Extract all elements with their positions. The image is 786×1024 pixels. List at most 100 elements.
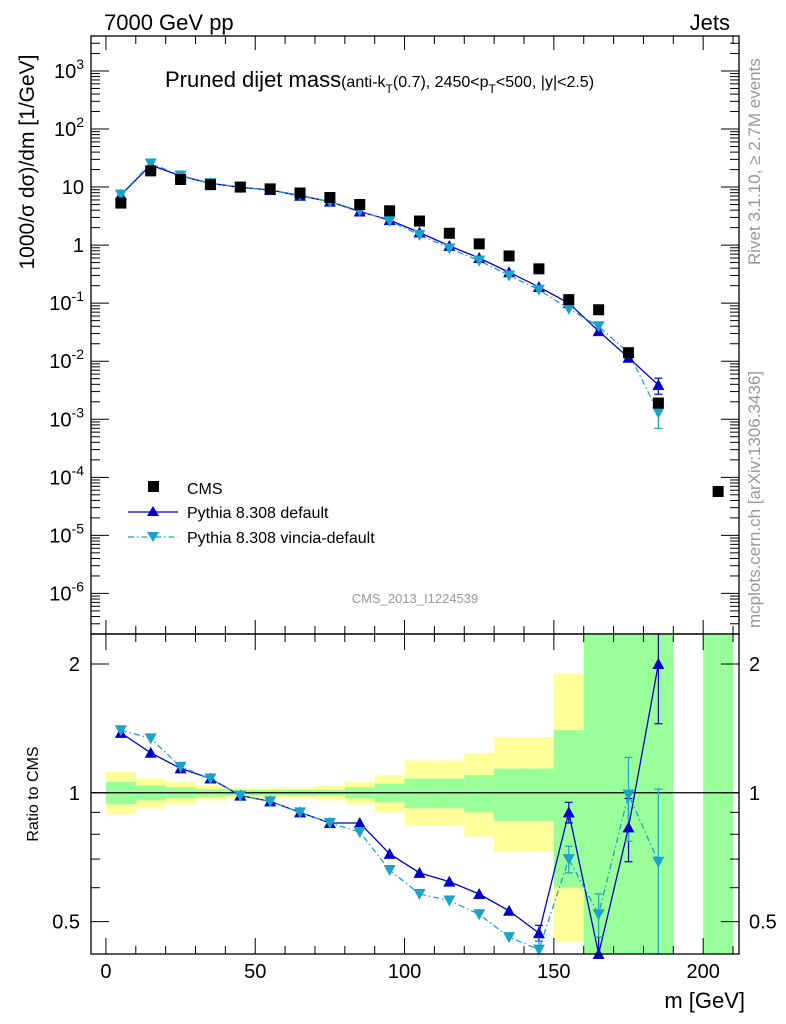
title-sub-t2: T bbox=[489, 82, 497, 96]
ratio-point-vincia bbox=[323, 817, 336, 829]
point-cms bbox=[264, 183, 276, 195]
legend-marker-vincia bbox=[147, 532, 159, 542]
ratio-point-vincia bbox=[562, 854, 575, 866]
ratio-point-vincia bbox=[473, 909, 486, 921]
ratio-xtick-label: 200 bbox=[686, 961, 719, 983]
ratio-frame bbox=[90, 633, 740, 955]
point-vincia bbox=[413, 229, 426, 241]
point-vincia bbox=[562, 303, 575, 315]
ratio-data-layer bbox=[114, 633, 665, 959]
title-end: <500, |y|<2.5) bbox=[496, 74, 594, 91]
point-cms bbox=[593, 304, 605, 316]
ratio-ylabel: Ratio to CMS bbox=[25, 746, 42, 841]
main-ytick-label: 1 bbox=[73, 235, 84, 257]
point-vincia bbox=[144, 158, 157, 170]
main-ytick-label: 10-4 bbox=[49, 462, 84, 489]
legend-item-vincia: Pythia 8.308 vincia-default bbox=[128, 530, 375, 547]
series-line-vincia bbox=[120, 162, 659, 413]
ratio-xtick-label: 0 bbox=[100, 961, 111, 983]
ratio-xlabel: m [GeV] bbox=[664, 988, 745, 1013]
point-cms bbox=[354, 199, 366, 211]
legend-item-default: Pythia 8.308 default bbox=[128, 505, 329, 522]
main-ytick-label: 10-5 bbox=[49, 520, 84, 547]
main-panel: 10-6 10-5 10-4 10-3 10-2 10-1 1 10 102 103 Pruned… bbox=[16, 35, 740, 635]
ratio-point-vincia bbox=[353, 826, 366, 838]
point-cms bbox=[384, 205, 396, 217]
point-vincia bbox=[114, 189, 127, 201]
band-green bbox=[703, 634, 734, 954]
ratio-point-vincia bbox=[114, 725, 127, 737]
ratio-panel: 0.5 0.5 1 1 2 2 0 50 100 150 200 Ratio to CMS m [G… bbox=[25, 633, 777, 1013]
point-vincia bbox=[532, 284, 545, 296]
legend-label-default: Pythia 8.308 default bbox=[187, 505, 329, 522]
band-green bbox=[494, 768, 524, 821]
ratio-point-vincia bbox=[413, 889, 426, 901]
ratio-point-default bbox=[413, 866, 426, 878]
point-cms bbox=[324, 192, 336, 204]
ratio-bands bbox=[105, 634, 734, 954]
main-ytick-label: 10-3 bbox=[49, 404, 84, 431]
ratio-point-default bbox=[383, 847, 396, 859]
main-ytick-label: 10 bbox=[62, 177, 84, 199]
point-cms bbox=[175, 173, 187, 185]
ratio-point-vincia bbox=[443, 895, 456, 907]
ratio-point-default bbox=[562, 806, 575, 818]
ratio-point-default bbox=[532, 927, 545, 939]
point-vincia bbox=[503, 270, 516, 282]
title-main: Pruned dijet mass bbox=[165, 67, 341, 92]
ratio-ticks: 0.5 0.5 1 1 2 2 0 50 100 150 200 bbox=[52, 634, 777, 983]
point-cms bbox=[652, 397, 664, 409]
band-green bbox=[464, 775, 495, 813]
ratio-point-default bbox=[652, 657, 665, 669]
ratio-point-vincia bbox=[174, 761, 187, 773]
title-sub-t: T bbox=[386, 82, 394, 96]
point-cms bbox=[533, 263, 545, 275]
point-cms bbox=[294, 187, 306, 199]
ratio-ytick-label-right: 2 bbox=[749, 654, 760, 676]
ratio-point-vincia bbox=[264, 796, 277, 808]
title-mid: (0.7), 2450<p bbox=[393, 74, 489, 91]
point-vincia bbox=[383, 216, 396, 228]
legend: CMS Pythia 8.308 default Pythia 8.308 vi… bbox=[128, 481, 375, 547]
series-line-default bbox=[120, 164, 659, 386]
ratio-ytick-label-left: 2 bbox=[69, 654, 80, 676]
main-ytick-label: 10-2 bbox=[49, 346, 84, 373]
point-default bbox=[652, 378, 665, 390]
main-ytick-label: 10-6 bbox=[49, 578, 84, 605]
ratio-point-default bbox=[622, 821, 635, 833]
ratio-point-default bbox=[503, 904, 516, 916]
ratio-point-vincia bbox=[622, 789, 635, 801]
ratio-xtick-label: 50 bbox=[244, 961, 266, 983]
point-vincia bbox=[443, 243, 456, 255]
ratio-point-default bbox=[473, 888, 486, 900]
plot-title: Pruned dijet mass(anti-kT(0.7), 2450<pT<… bbox=[165, 67, 594, 96]
ratio-ytick-label-right: 0.5 bbox=[749, 912, 777, 934]
ratio-point-vincia bbox=[592, 909, 605, 921]
point-vincia bbox=[473, 255, 486, 267]
point-cms bbox=[623, 347, 635, 359]
ratio-point-vincia bbox=[294, 807, 307, 819]
ratio-ytick-label-right: 1 bbox=[749, 783, 760, 805]
main-data-layer bbox=[114, 158, 724, 497]
main-ytick-label: 102 bbox=[54, 114, 84, 141]
point-cms bbox=[563, 294, 575, 306]
legend-marker-cms bbox=[148, 481, 159, 492]
main-ytick-label: 10-1 bbox=[49, 288, 84, 315]
main-ytick-label: 103 bbox=[54, 56, 84, 83]
point-cms bbox=[234, 181, 246, 193]
band-green bbox=[523, 768, 554, 821]
legend-marker-default bbox=[147, 506, 159, 516]
ratio-point-vincia bbox=[532, 944, 545, 956]
point-cms bbox=[204, 179, 216, 191]
point-cms bbox=[413, 215, 425, 227]
ratio-point-vincia bbox=[383, 865, 396, 877]
ratio-point-default bbox=[443, 875, 456, 887]
point-vincia bbox=[592, 321, 605, 333]
legend-item-cms: CMS bbox=[148, 481, 223, 498]
mcplots-label: mcplots.cern.ch [arXiv:1306.3436] bbox=[745, 371, 764, 628]
point-cms bbox=[443, 227, 455, 239]
ratio-ytick-label-left: 1 bbox=[69, 783, 80, 805]
ratio-point-vincia bbox=[652, 856, 665, 868]
legend-label-cms: CMS bbox=[187, 481, 223, 498]
header-left: 7000 GeV pp bbox=[104, 10, 234, 35]
